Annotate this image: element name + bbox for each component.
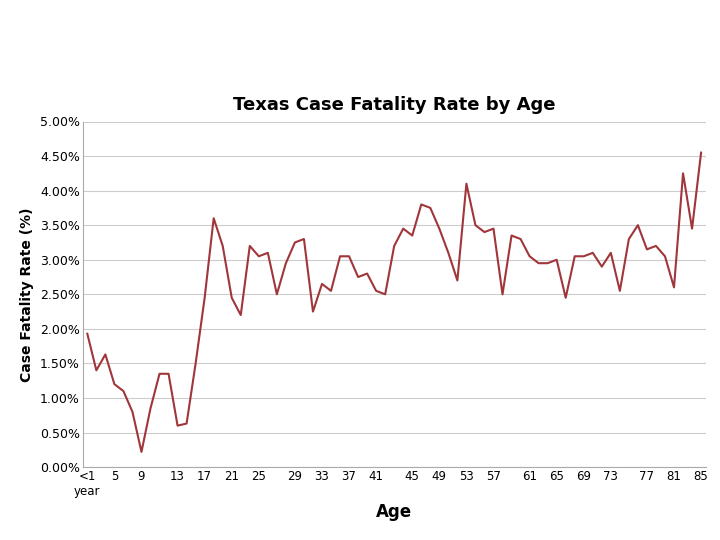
Text: Texas Case Fatality Rate by Age: Texas Case Fatality Rate by Age [288, 40, 619, 60]
Polygon shape [40, 12, 112, 80]
Title: Texas Case Fatality Rate by Age: Texas Case Fatality Rate by Age [233, 96, 555, 114]
Y-axis label: Case Fatality Rate (%): Case Fatality Rate (%) [20, 207, 35, 382]
X-axis label: Age: Age [376, 503, 413, 522]
